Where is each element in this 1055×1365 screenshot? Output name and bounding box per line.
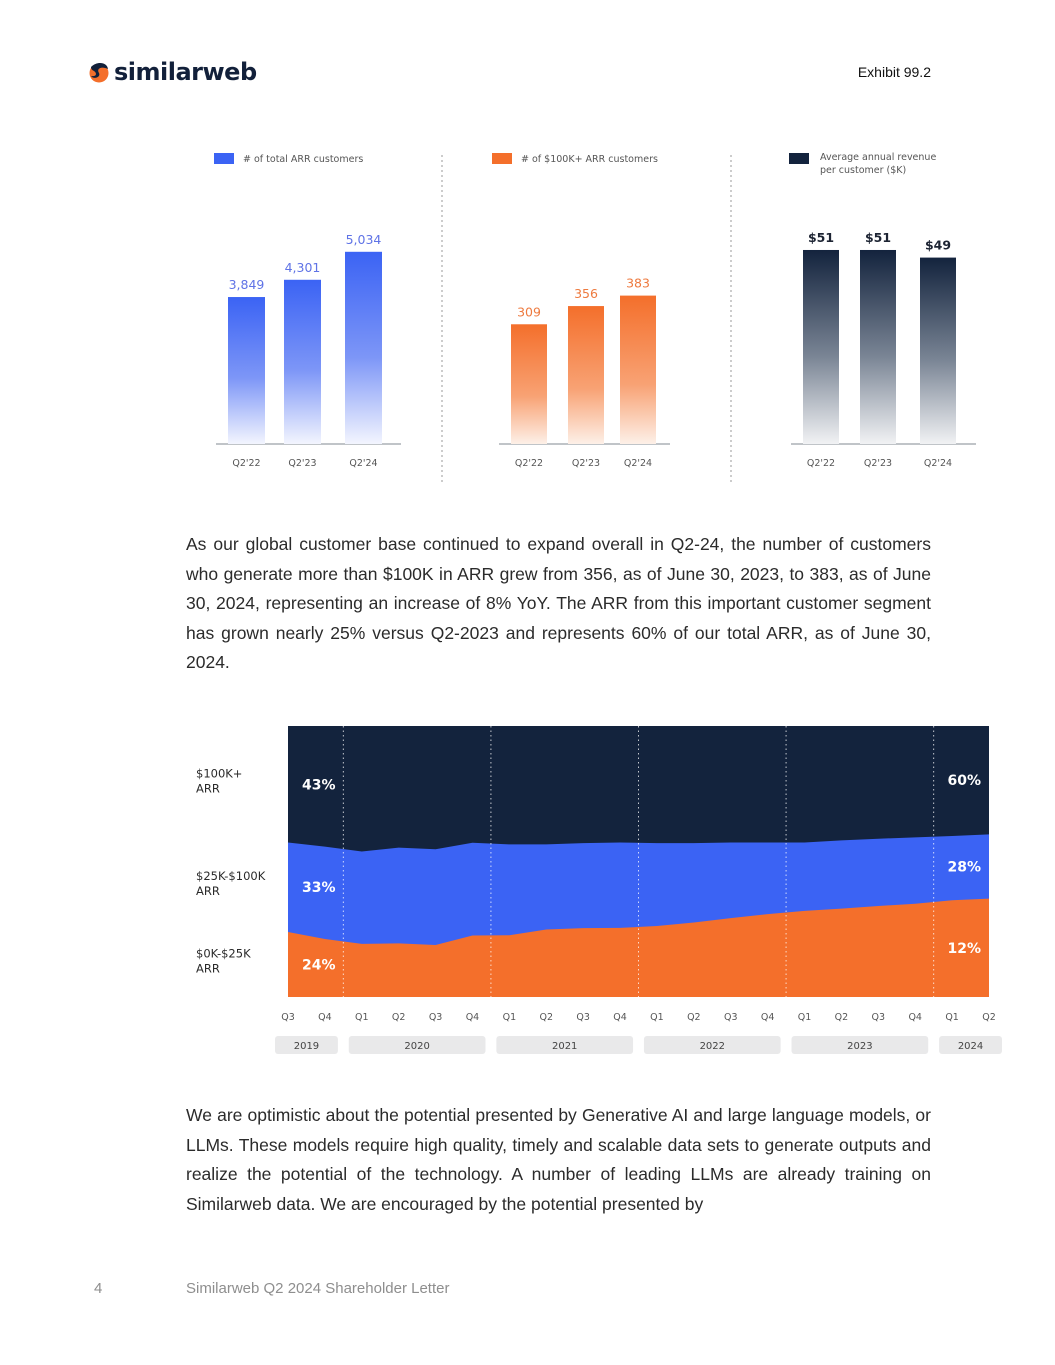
quarter-label: Q1 [650, 1012, 664, 1023]
year-label: 2022 [700, 1041, 725, 1052]
bar-value-label: 3,849 [229, 277, 265, 292]
body-paragraph-2: We are optimistic about the potential pr… [186, 1105, 931, 1214]
exhibit-label: Exhibit 99.2 [857, 64, 931, 80]
year-label: 2024 [958, 1041, 983, 1052]
series-legend-label: $0K-$25K [196, 946, 251, 960]
logo-text: similarweb [114, 58, 257, 86]
legend-total-arr-customers: # of total ARR customers [243, 154, 363, 165]
quarter-label: Q3 [429, 1012, 443, 1023]
year-pill [275, 1036, 338, 1054]
series-legend-label: $25K-$100K [196, 869, 266, 883]
quarter-label: Q1 [355, 1012, 369, 1023]
bar-100k-arr [511, 324, 547, 444]
year-pill [939, 1036, 1002, 1054]
body-paragraph-1: As our global customer base continued to… [186, 534, 931, 673]
legend-swatch-orange [492, 153, 512, 164]
bar-value-label: $51 [808, 230, 834, 245]
bar-charts: # of total ARR customers 3,849 Q2'22 4,301… [214, 152, 976, 485]
legend-swatch-blue [214, 153, 234, 164]
series-legend-label: ARR [196, 781, 220, 795]
x-tick-label: Q2'22 [515, 458, 543, 469]
year-label: 2019 [294, 1041, 319, 1052]
year-label: 2021 [552, 1041, 577, 1052]
quarter-label: Q2 [392, 1012, 406, 1023]
quarter-label: Q3 [724, 1012, 738, 1023]
quarter-label: Q3 [281, 1012, 295, 1023]
quarter-label: Q4 [908, 1012, 922, 1023]
x-tick-label: Q2'22 [807, 458, 835, 469]
quarter-label: Q3 [872, 1012, 886, 1023]
bar-value-label: 5,034 [346, 232, 382, 247]
bar-100k-arr [620, 295, 656, 444]
quarter-label: Q2 [835, 1012, 849, 1023]
x-tick-label: Q2'23 [288, 458, 316, 469]
x-tick-label: Q2'23 [864, 458, 892, 469]
series-end-label: 60% [947, 773, 981, 789]
legend-avg-revenue-line-1: Average annual revenue [820, 152, 936, 163]
bar-value-label: 4,301 [285, 260, 321, 275]
page-number: 4 [94, 1280, 103, 1297]
series-start-label: 43% [302, 777, 336, 793]
series-start-label: 24% [302, 957, 336, 973]
bar-value-label: 356 [574, 286, 598, 301]
year-label: 2023 [847, 1041, 872, 1052]
series-end-label: 28% [947, 860, 981, 876]
quarter-label: Q1 [798, 1012, 812, 1023]
bar-value-label: 383 [626, 276, 650, 291]
bar-100k-arr [568, 306, 604, 444]
footer-title: Similarweb Q2 2024 Shareholder Letter [186, 1280, 450, 1297]
series-legend-label: $100K+ [196, 766, 242, 780]
bar-total-arr [345, 251, 382, 444]
series-legend-label: ARR [196, 884, 220, 898]
quarter-label: Q4 [761, 1012, 775, 1023]
quarter-label: Q2 [982, 1012, 996, 1023]
legend-avg-revenue-line-2: per customer ($K) [820, 165, 906, 176]
year-pill [643, 1036, 781, 1054]
bar-avg-revenue [803, 249, 839, 444]
x-tick-label: Q2'22 [232, 458, 260, 469]
bar-total-arr [228, 297, 265, 444]
quarter-label: Q2 [687, 1012, 701, 1023]
x-tick-label: Q2'24 [349, 458, 377, 469]
bar-value-label: $51 [865, 230, 891, 245]
quarter-label: Q3 [576, 1012, 590, 1023]
quarter-label: Q4 [613, 1012, 627, 1023]
year-pill [496, 1036, 634, 1054]
year-pill [791, 1036, 929, 1054]
x-tick-label: Q2'23 [572, 458, 600, 469]
similarweb-logo-icon [89, 63, 109, 83]
quarter-label: Q1 [945, 1012, 959, 1023]
chart-100k-arr-customers: # of $100K+ ARR customers 309 Q2'22 356 Q2'… [492, 153, 670, 469]
series-legend-label: ARR [196, 961, 220, 975]
series-end-label: 12% [947, 941, 981, 957]
quarter-label: Q1 [503, 1012, 517, 1023]
bar-avg-revenue [860, 249, 896, 444]
quarter-label: Q2 [539, 1012, 553, 1023]
legend-100k-arr-customers: # of $100K+ ARR customers [521, 154, 658, 165]
year-pill [348, 1036, 486, 1054]
bar-value-label: $49 [925, 238, 951, 253]
bar-value-label: 309 [517, 304, 541, 319]
quarter-label: Q4 [318, 1012, 332, 1023]
quarter-label: Q4 [466, 1012, 480, 1023]
legend-swatch-navy [789, 153, 809, 164]
x-tick-label: Q2'24 [924, 458, 952, 469]
chart-avg-revenue-per-customer: Average annual revenue per customer ($K)… [789, 152, 976, 469]
chart-total-arr-customers: # of total ARR customers 3,849 Q2'22 4,301… [214, 153, 401, 469]
x-tick-label: Q2'24 [624, 458, 652, 469]
similarweb-logo: similarweb [88, 58, 257, 86]
bar-avg-revenue [920, 257, 956, 444]
series-start-label: 33% [302, 880, 336, 896]
bar-total-arr [284, 279, 321, 444]
year-label: 2020 [404, 1041, 429, 1052]
